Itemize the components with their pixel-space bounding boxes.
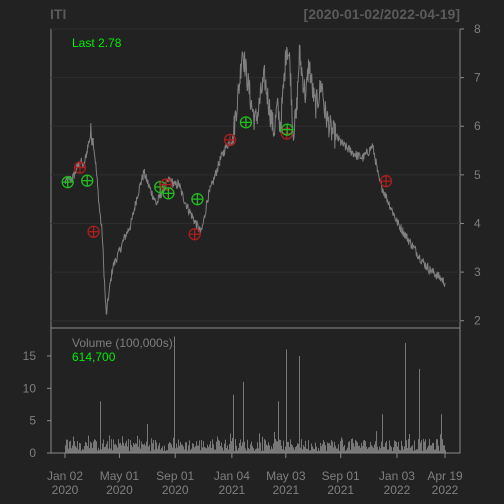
date-range-title: [2020-01-02/2022-04-19] — [304, 6, 460, 22]
buy-signal-marker — [239, 116, 253, 129]
buy-signal-marker — [162, 187, 175, 200]
price-y-tick-label: 5 — [474, 168, 481, 182]
sell-signal-marker — [159, 178, 173, 191]
price-y-tick-label: 2 — [474, 314, 481, 328]
x-tick-label-year: 2021 — [272, 483, 299, 497]
buy-signal-marker — [281, 123, 294, 136]
price-panel: 2 3 4 5 6 7 8 Last 2.78 — [50, 22, 481, 329]
x-tick-label-month: Jan 02 — [47, 469, 83, 483]
volume-y-axis: 0 5 10 15 — [23, 349, 51, 460]
buy-signal-marker — [81, 174, 94, 187]
x-tick-label-month: Apr 19 — [427, 469, 463, 483]
x-tick-label-year: 2020 — [52, 483, 79, 497]
sell-signal-marker — [223, 133, 237, 146]
last-price-label: Last 2.78 — [72, 36, 122, 50]
x-tick-label-month: Jan 03 — [379, 469, 415, 483]
ticker-title: ITI — [50, 6, 66, 22]
signal-markers — [61, 116, 393, 241]
volume-y-tick-label: 10 — [23, 381, 37, 395]
x-tick-label-year: 2020 — [162, 483, 189, 497]
x-tick-label-year: 2022 — [432, 483, 459, 497]
x-tick-label-year: 2021 — [327, 483, 354, 497]
price-gridlines — [51, 28, 460, 322]
sell-signal-marker — [379, 175, 393, 188]
price-y-tick-label: 3 — [474, 265, 481, 279]
x-tick-label-month: May 01 — [100, 469, 140, 483]
volume-y-tick-label: 15 — [23, 349, 37, 363]
x-tick-label-year: 2021 — [219, 483, 246, 497]
volume-panel: 0 5 10 15 Volume (100,000s): 614,700 — [23, 327, 461, 460]
price-y-tick-label: 7 — [474, 71, 481, 85]
volume-bars — [65, 336, 446, 453]
x-tick-label-month: May 03 — [266, 469, 306, 483]
buy-signal-marker — [191, 193, 204, 206]
x-tick-label-month: Jan 04 — [214, 469, 250, 483]
sell-signal-marker — [188, 228, 201, 241]
x-tick-label-month: Sep 01 — [322, 469, 360, 483]
sell-signal-marker — [87, 225, 100, 238]
x-tick-label-month: Sep 01 — [156, 469, 194, 483]
price-y-axis: 2 3 4 5 6 7 8 — [460, 22, 481, 328]
volume-label: Volume (100,000s): — [72, 336, 176, 350]
volume-y-tick-label: 5 — [29, 414, 36, 428]
buy-signal-marker — [61, 175, 74, 189]
x-tick-label-year: 2022 — [384, 483, 411, 497]
volume-last-value: 614,700 — [72, 350, 116, 364]
x-tick-label-year: 2020 — [106, 483, 133, 497]
price-y-tick-label: 6 — [474, 119, 481, 133]
volume-y-tick-label: 0 — [29, 446, 36, 460]
price-y-tick-label: 4 — [474, 216, 481, 230]
sell-signal-marker — [73, 161, 87, 174]
price-y-tick-label: 8 — [474, 22, 481, 36]
